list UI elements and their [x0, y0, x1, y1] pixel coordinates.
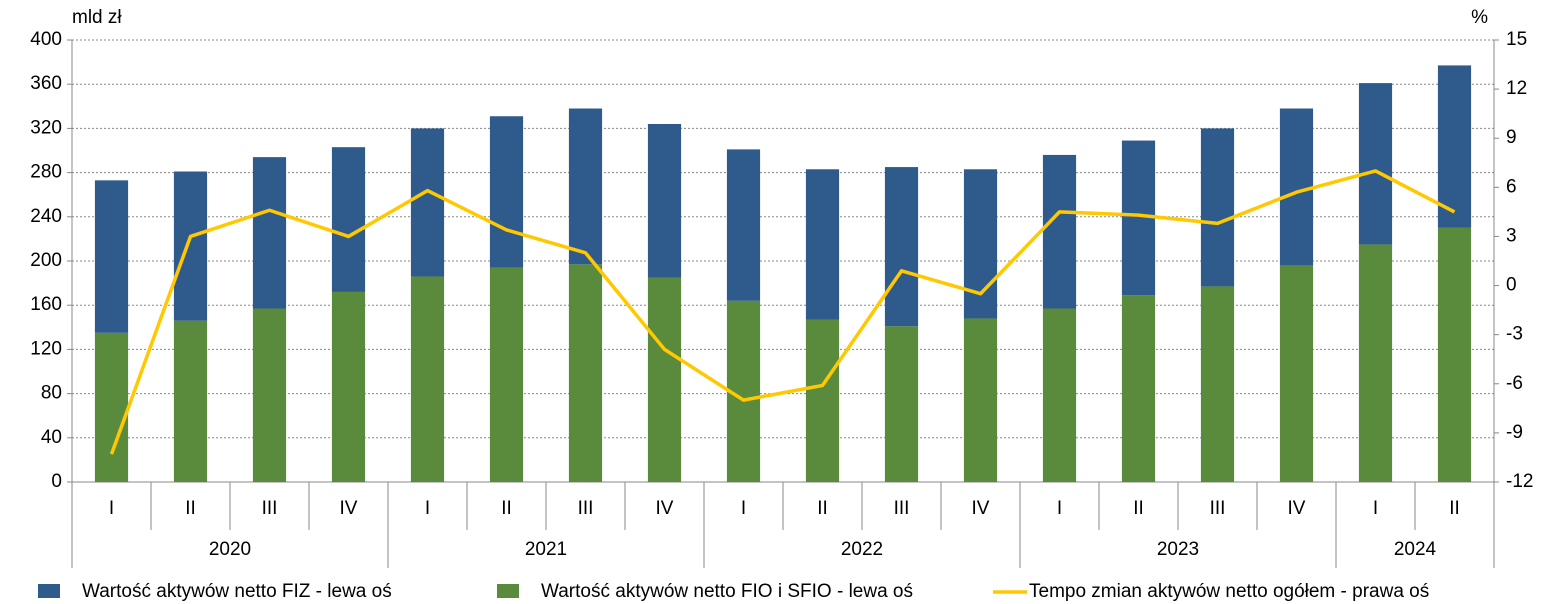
bar — [410, 276, 445, 482]
bar — [647, 277, 682, 482]
bar — [1437, 227, 1472, 482]
x-tick-label: II — [501, 498, 512, 519]
bar — [1200, 128, 1235, 287]
y-tick-label: 0 — [51, 471, 62, 492]
bar — [173, 171, 208, 321]
x-tick-label: IV — [340, 498, 358, 519]
bar — [568, 108, 603, 265]
year-label: 2020 — [209, 539, 251, 560]
x-tick-label: III — [894, 498, 910, 519]
bar — [173, 320, 208, 482]
bar — [489, 116, 524, 268]
y2-tick-label: -12 — [1506, 471, 1533, 492]
y2-tick-label: -6 — [1506, 373, 1523, 394]
y2-tick-label: 9 — [1506, 127, 1517, 148]
y-tick-label: 400 — [30, 29, 62, 50]
bar — [1279, 265, 1314, 482]
x-tick-label: IV — [1288, 498, 1306, 519]
bar — [252, 157, 287, 309]
line-series — [109, 169, 1456, 455]
x-tick-label: II — [1449, 498, 1460, 519]
x-tick-label: I — [1373, 498, 1378, 519]
bar — [884, 326, 919, 482]
bar — [1121, 295, 1156, 482]
legend-swatch — [497, 584, 519, 598]
y-tick-label: 40 — [41, 427, 62, 448]
y-tick-label: 200 — [30, 250, 62, 271]
bar — [410, 128, 445, 277]
bar — [94, 180, 129, 333]
bar — [726, 149, 761, 301]
y-axis-label: mld zł — [72, 7, 122, 28]
bar — [963, 318, 998, 482]
bar — [1437, 65, 1472, 228]
year-label: 2024 — [1394, 539, 1437, 560]
bar — [568, 264, 603, 482]
bar — [647, 123, 682, 278]
x-tick-label: II — [1133, 498, 1144, 519]
bar — [94, 332, 129, 482]
x-tick-label: I — [425, 498, 430, 519]
y-tick-label: 120 — [30, 338, 62, 359]
y-tick-label: 240 — [30, 206, 62, 227]
x-tick-label: II — [817, 498, 828, 519]
y-tick-label: 360 — [30, 73, 62, 94]
y2-tick-label: -9 — [1506, 422, 1523, 443]
bar — [489, 267, 524, 482]
y-tick-label: 80 — [41, 383, 62, 404]
x-tick-label: IV — [972, 498, 990, 519]
bar — [805, 319, 840, 482]
x-tick-label: III — [1210, 498, 1226, 519]
y-tick-label: 320 — [30, 117, 62, 138]
bar — [1279, 108, 1314, 266]
y2-tick-label: 0 — [1506, 275, 1517, 296]
y2-tick-label: 6 — [1506, 176, 1517, 197]
bar — [331, 147, 366, 292]
bar — [1200, 286, 1235, 482]
x-tick-label: III — [578, 498, 594, 519]
x-tick-label: II — [185, 498, 196, 519]
year-label: 2021 — [525, 539, 567, 560]
bar — [331, 291, 366, 482]
legend-label: Tempo zmian aktywów netto ogółem - prawa… — [1029, 581, 1429, 602]
x-tick-label: I — [109, 498, 114, 519]
bar — [1042, 308, 1077, 482]
bar — [1358, 83, 1393, 245]
legend-label: Wartość aktywów netto FIO i SFIO - lewa … — [541, 581, 913, 602]
x-tick-label: IV — [656, 498, 674, 519]
x-tick-label: I — [1057, 498, 1062, 519]
y2-tick-label: -3 — [1506, 324, 1523, 345]
bar — [1042, 154, 1077, 309]
y-tick-label: 160 — [30, 294, 62, 315]
bar — [1358, 244, 1393, 482]
y2-tick-label: 3 — [1506, 225, 1517, 246]
y-tick-label: 280 — [30, 162, 62, 183]
bar — [252, 308, 287, 482]
y2-axis-label: % — [1471, 7, 1488, 28]
legend-label: Wartość aktywów netto FIZ - lewa oś — [82, 581, 392, 602]
bar — [884, 167, 919, 327]
bar — [805, 169, 840, 320]
year-label: 2023 — [1157, 539, 1199, 560]
bar — [963, 169, 998, 319]
x-tick-label: I — [741, 498, 746, 519]
year-label: 2022 — [841, 539, 883, 560]
x-tick-label: III — [262, 498, 278, 519]
legend-swatch — [38, 584, 60, 598]
y2-tick-label: 12 — [1506, 78, 1527, 99]
y2-tick-label: 15 — [1506, 29, 1527, 50]
